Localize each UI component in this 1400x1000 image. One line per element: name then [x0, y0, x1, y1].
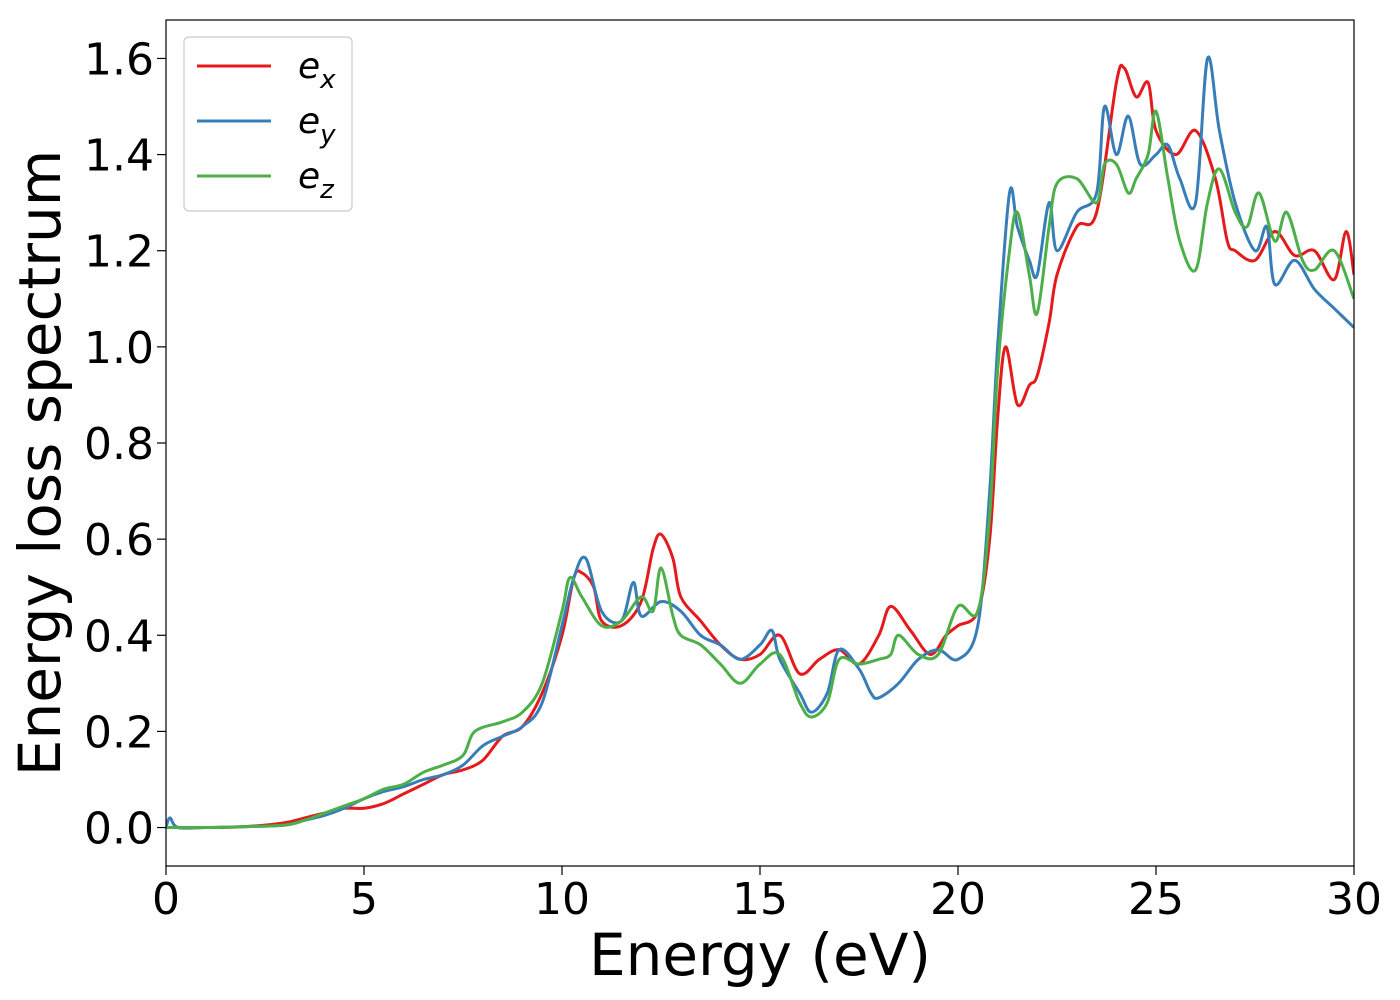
y-tick-label: 0.2	[84, 707, 154, 758]
y-tick-label: 0.6	[84, 515, 154, 566]
y-tick-label: 1.2	[84, 227, 154, 278]
x-tick-label: 25	[1128, 874, 1184, 925]
y-tick-label: 1.6	[84, 34, 154, 85]
y-tick-label: 0.8	[84, 419, 154, 470]
x-tick-label: 10	[534, 874, 590, 925]
x-tick-label: 5	[350, 874, 378, 925]
y-tick-label: 0.4	[84, 611, 154, 662]
x-axis-label: Energy (eV)	[589, 921, 931, 989]
x-tick-label: 15	[732, 874, 788, 925]
x-tick-label: 0	[152, 874, 180, 925]
series-layer	[166, 55, 1354, 830]
x-tick-label: 20	[930, 874, 986, 925]
y-tick-label: 0.0	[84, 804, 154, 855]
y-tick-label: 1.4	[84, 131, 154, 182]
x-tick-label: 30	[1326, 874, 1382, 925]
y-axis: 0.0 0.2 0.4 0.6 0.8 1.0 1.2 1.4 1.6	[84, 34, 166, 855]
series-line-ez	[166, 109, 1354, 830]
y-axis-label: Energy loss spectrum	[6, 150, 74, 776]
series-line-ey	[166, 55, 1354, 830]
x-axis: 0 5 10 15 20 25 30	[152, 866, 1382, 925]
legend-box	[183, 36, 353, 212]
y-tick-label: 1.0	[84, 323, 154, 374]
